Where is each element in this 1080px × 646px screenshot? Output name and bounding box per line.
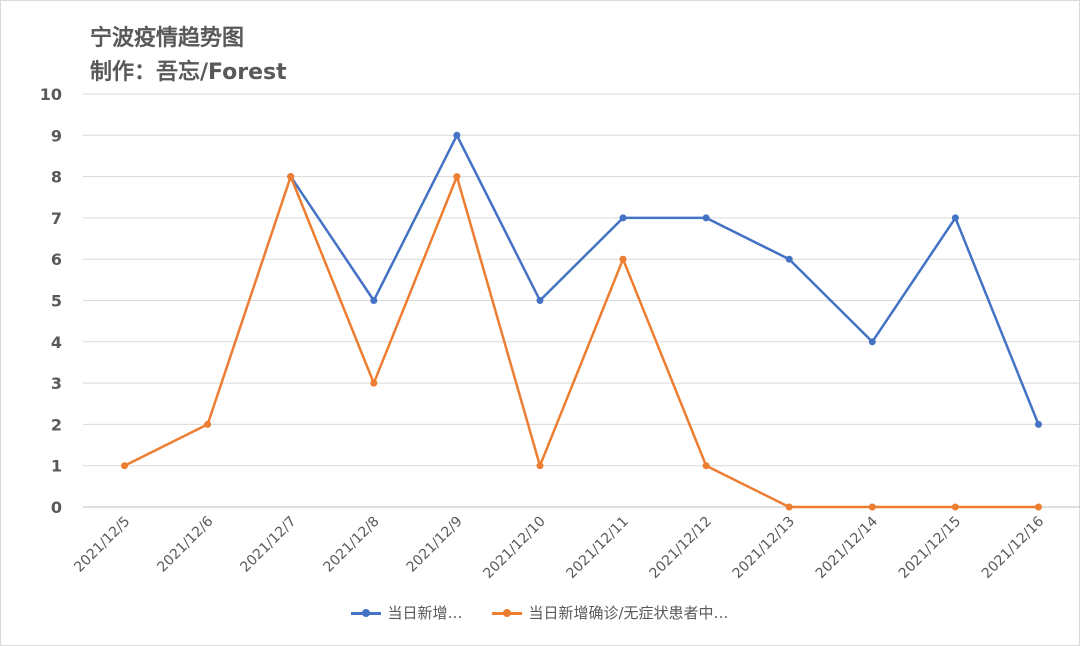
y-tick-label: 2 bbox=[51, 415, 62, 434]
legend-swatch-series-2 bbox=[492, 607, 523, 619]
data-point-series-2 bbox=[287, 173, 295, 181]
legend-label-series-2: 当日新增确诊/无症状患者中… bbox=[528, 604, 729, 622]
data-point-series-1 bbox=[1034, 420, 1042, 428]
y-tick-label: 5 bbox=[51, 292, 62, 311]
data-point-series-2 bbox=[536, 462, 544, 470]
legend-label-series-1: 当日新增… bbox=[387, 604, 463, 622]
data-point-series-1 bbox=[785, 255, 793, 263]
x-tick-label: 2021/12/6 bbox=[154, 513, 216, 575]
data-point-series-1 bbox=[951, 214, 959, 222]
data-point-series-2 bbox=[204, 420, 212, 428]
x-tick-label: 2021/12/12 bbox=[647, 514, 715, 582]
data-point-series-1 bbox=[453, 131, 461, 139]
data-point-series-2 bbox=[868, 503, 876, 511]
legend: 当日新增… 当日新增确诊/无症状患者中… bbox=[0, 602, 1080, 623]
data-point-series-2 bbox=[1034, 503, 1042, 511]
x-tick-label: 2021/12/14 bbox=[813, 513, 881, 581]
y-tick-label: 6 bbox=[51, 250, 62, 269]
data-point-series-1 bbox=[619, 214, 627, 222]
y-tick-label: 4 bbox=[51, 333, 62, 352]
y-tick-label: 7 bbox=[51, 209, 62, 228]
y-tick-label: 9 bbox=[51, 126, 62, 145]
x-tick-label: 2021/12/7 bbox=[237, 514, 299, 576]
x-tick-label: 2021/12/13 bbox=[730, 514, 798, 582]
x-tick-label: 2021/12/16 bbox=[979, 513, 1047, 581]
data-point-series-1 bbox=[702, 214, 710, 222]
data-point-series-2 bbox=[702, 462, 710, 470]
data-point-series-2 bbox=[370, 379, 378, 387]
title-line-2: 制作：吾忘/Forest bbox=[90, 60, 287, 85]
y-tick-label: 3 bbox=[51, 374, 62, 393]
x-tick-label: 2021/12/8 bbox=[321, 514, 383, 576]
x-tick-label: 2021/12/10 bbox=[480, 514, 548, 582]
data-point-series-2 bbox=[785, 503, 793, 511]
data-point-series-2 bbox=[453, 173, 461, 181]
x-tick-label: 2021/12/9 bbox=[404, 514, 466, 576]
data-point-series-1 bbox=[868, 338, 876, 346]
y-tick-label: 0 bbox=[51, 498, 62, 517]
title-line-1: 宁波疫情趋势图 bbox=[90, 26, 245, 51]
data-point-series-2 bbox=[619, 255, 627, 263]
data-point-series-2 bbox=[121, 462, 129, 470]
x-tick-label: 2021/12/11 bbox=[563, 514, 631, 582]
y-tick-label: 8 bbox=[51, 168, 62, 187]
x-tick-label: 2021/12/5 bbox=[71, 514, 133, 576]
series-line-1 bbox=[289, 134, 1040, 425]
data-point-series-2 bbox=[951, 503, 959, 511]
y-tick-label: 1 bbox=[51, 457, 62, 476]
series-line-2 bbox=[123, 175, 1039, 509]
legend-swatch-series-1 bbox=[351, 607, 382, 619]
x-tick-label: 2021/12/15 bbox=[896, 514, 964, 582]
data-point-series-1 bbox=[536, 297, 544, 304]
y-tick-label: 10 bbox=[40, 85, 62, 104]
chart-title: 宁波疫情趋势图 制作：吾忘/Forest bbox=[90, 22, 287, 90]
legend-item-series-1[interactable]: 当日新增… bbox=[351, 602, 462, 623]
legend-item-series-2[interactable]: 当日新增确诊/无症状患者中… bbox=[492, 602, 729, 623]
data-point-series-1 bbox=[370, 297, 378, 304]
